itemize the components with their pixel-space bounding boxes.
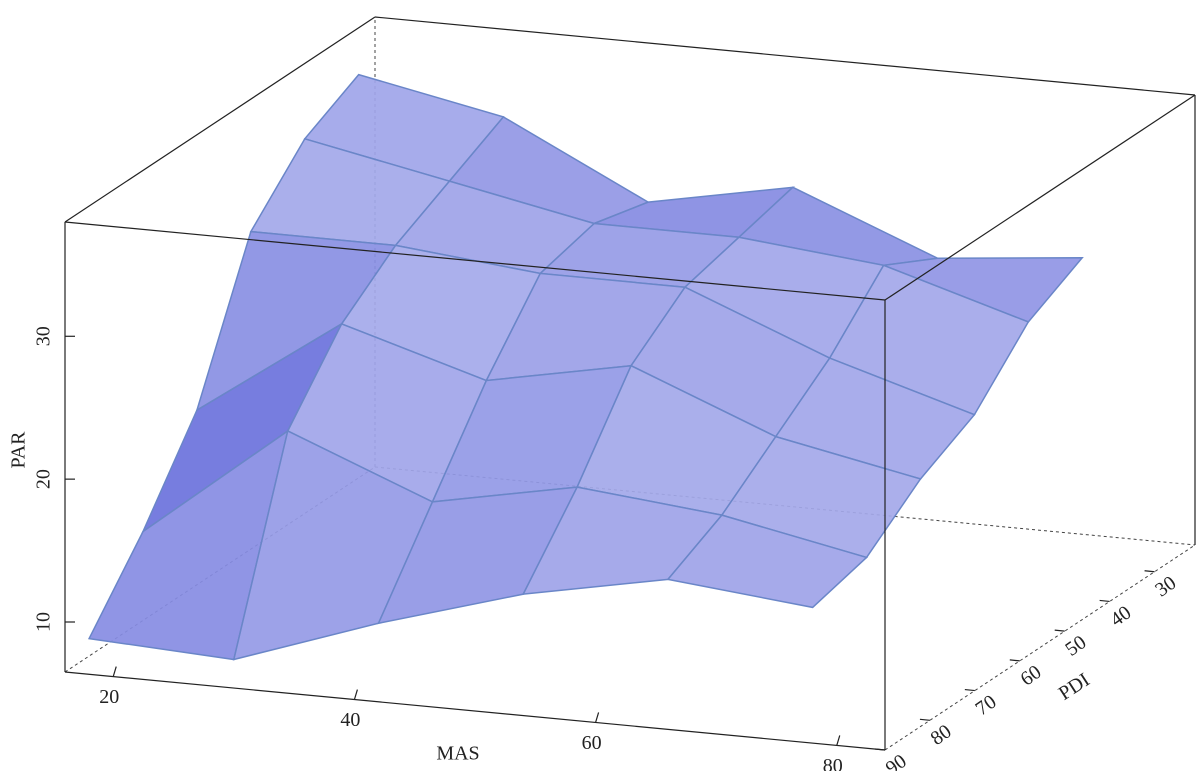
box-edge [884, 94, 1196, 301]
y-tick [919, 718, 930, 721]
x-tick [595, 712, 600, 723]
z-axis-title: PAR [8, 431, 30, 469]
box-edge [374, 16, 1196, 96]
box-edge [64, 16, 376, 223]
box-edge [374, 466, 1196, 546]
x-tick [353, 689, 358, 700]
y-tick [1054, 629, 1065, 632]
x-tick-label: 40 [340, 709, 360, 731]
box-edge [64, 221, 886, 301]
x-axis-title: MAS [436, 743, 479, 765]
x-tick-label: 60 [582, 732, 602, 754]
y-tick-label: 30 [1151, 572, 1180, 601]
surface-patch [666, 514, 869, 609]
x-tick-label: 20 [99, 686, 119, 708]
y-tick-label: 40 [1106, 602, 1135, 631]
y-tick [1099, 599, 1110, 603]
surface [87, 73, 1084, 661]
box-edge [64, 671, 886, 751]
y-tick-label: 60 [1016, 661, 1045, 690]
y-tick [1144, 570, 1155, 573]
y-tick [964, 688, 975, 692]
y-axis-title: PDI [1055, 669, 1094, 705]
y-tick [874, 748, 886, 751]
z-tick-label: 30 [33, 326, 55, 346]
z-tick-label: 20 [33, 469, 55, 489]
y-tick-label: 80 [927, 720, 956, 749]
x-tick [836, 735, 841, 746]
y-tick [1009, 659, 1020, 662]
y-tick-label: 90 [882, 750, 911, 771]
x-tick-label: 80 [823, 755, 843, 771]
y-tick-label: 70 [972, 691, 1001, 720]
box-edge [884, 544, 1196, 751]
z-tick-label: 10 [33, 612, 55, 632]
x-tick [112, 666, 117, 677]
y-tick-label: 50 [1061, 631, 1090, 660]
